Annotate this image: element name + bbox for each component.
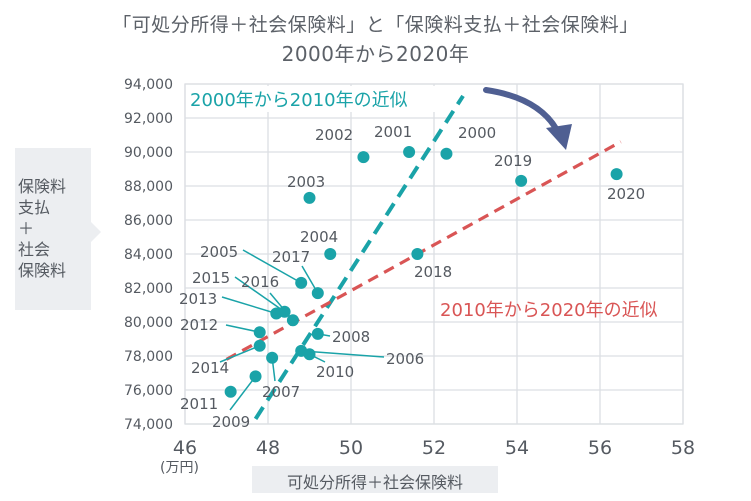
data-label-2018: 2018	[414, 263, 452, 281]
y-tick-label: 94,000	[124, 77, 173, 93]
leader-line-2009	[229, 375, 257, 411]
x-tick-label: 58	[671, 437, 695, 459]
data-point-2001	[403, 146, 416, 158]
data-label-2000: 2000	[458, 124, 496, 142]
x-tick-label: 48	[256, 437, 280, 459]
data-point-2004	[324, 248, 337, 260]
y-tick-label: 84,000	[124, 247, 173, 263]
data-label-2019: 2019	[494, 152, 532, 170]
x-tick-label: 56	[588, 437, 612, 459]
x-tick-label: 46	[173, 437, 197, 459]
data-label-2004: 2004	[300, 228, 338, 246]
data-point-2000	[440, 147, 453, 160]
x-axis-unit: (万円)	[160, 460, 199, 476]
y-axis-label: 保険料 支払 ＋ 社会 保険料	[18, 177, 67, 280]
curved-arrow-head	[546, 124, 572, 150]
data-point-2002	[357, 151, 370, 164]
data-point-2020	[610, 168, 623, 181]
data-label-2020: 2020	[607, 185, 645, 203]
y-tick-label: 92,000	[124, 111, 173, 127]
y-tick-label: 90,000	[124, 145, 173, 161]
x-axis-label: 可処分所得＋社会保険料	[286, 473, 463, 492]
trendline-2010-2020-label: 2010年から2020年の近似	[440, 300, 658, 321]
x-tick-label: 52	[422, 437, 446, 459]
y-tick-label: 78,000	[124, 349, 173, 365]
x-axis-label-box	[252, 466, 498, 493]
y-tick-label: 88,000	[124, 179, 173, 195]
data-label-2015: 2015	[192, 269, 230, 287]
data-point-2019	[515, 174, 528, 187]
data-point-2012	[253, 326, 266, 339]
data-point-2017	[311, 287, 324, 300]
y-tick-label: 74,000	[124, 417, 173, 433]
trendline-label-background	[186, 86, 444, 112]
leader-line-2015	[234, 276, 286, 313]
data-label-2002: 2002	[315, 126, 353, 144]
data-point-2015	[278, 305, 291, 318]
data-label-2012: 2012	[180, 316, 218, 334]
data-point-2008	[311, 327, 324, 340]
x-tick-label: 50	[339, 437, 363, 459]
data-label-2017: 2017	[272, 248, 310, 266]
y-axis-label-box	[15, 148, 91, 310]
y-axis-label-pointer	[91, 222, 101, 242]
data-point-2011	[224, 385, 237, 398]
plot-frame	[184, 83, 684, 425]
data-point-2005	[295, 276, 308, 289]
y-tick-label: 82,000	[124, 281, 173, 297]
leader-line-2013	[221, 296, 277, 315]
data-label-2010: 2010	[316, 363, 354, 381]
data-label-2007: 2007	[262, 383, 300, 401]
leader-line-2005	[242, 249, 302, 284]
data-label-2014: 2014	[191, 359, 229, 377]
data-label-2001: 2001	[374, 123, 412, 141]
data-point-2007	[266, 351, 279, 364]
data-point-2003	[303, 191, 316, 204]
y-tick-label: 80,000	[124, 315, 173, 331]
y-tick-label: 86,000	[124, 213, 173, 229]
chart-title-line2: 2000年から2020年	[281, 42, 470, 66]
x-tick-label: 54	[505, 437, 529, 459]
data-point-2016	[286, 314, 299, 327]
data-label-2005: 2005	[200, 243, 238, 261]
data-label-2016: 2016	[241, 273, 279, 291]
data-point-2014	[253, 339, 266, 352]
trendline-2000-2010	[253, 94, 465, 420]
chart-title-line1: 「可処分所得＋社会保険料」と「保険料支払＋社会保険料」	[112, 14, 639, 36]
data-label-2013: 2013	[179, 290, 217, 308]
y-tick-label: 76,000	[124, 383, 173, 399]
data-label-2008: 2008	[332, 328, 370, 346]
data-label-2003: 2003	[287, 173, 325, 191]
data-label-2009: 2009	[212, 413, 250, 431]
data-label-2006: 2006	[386, 350, 424, 368]
data-point-2009	[249, 370, 262, 383]
data-label-2011: 2011	[180, 395, 218, 413]
data-point-2010	[303, 348, 316, 361]
leader-line-2014	[219, 345, 260, 363]
curved-arrow	[483, 87, 561, 135]
data-point-2018	[411, 248, 424, 260]
trendline-2000-2010-label: 2000年から2010年の近似	[190, 90, 408, 111]
